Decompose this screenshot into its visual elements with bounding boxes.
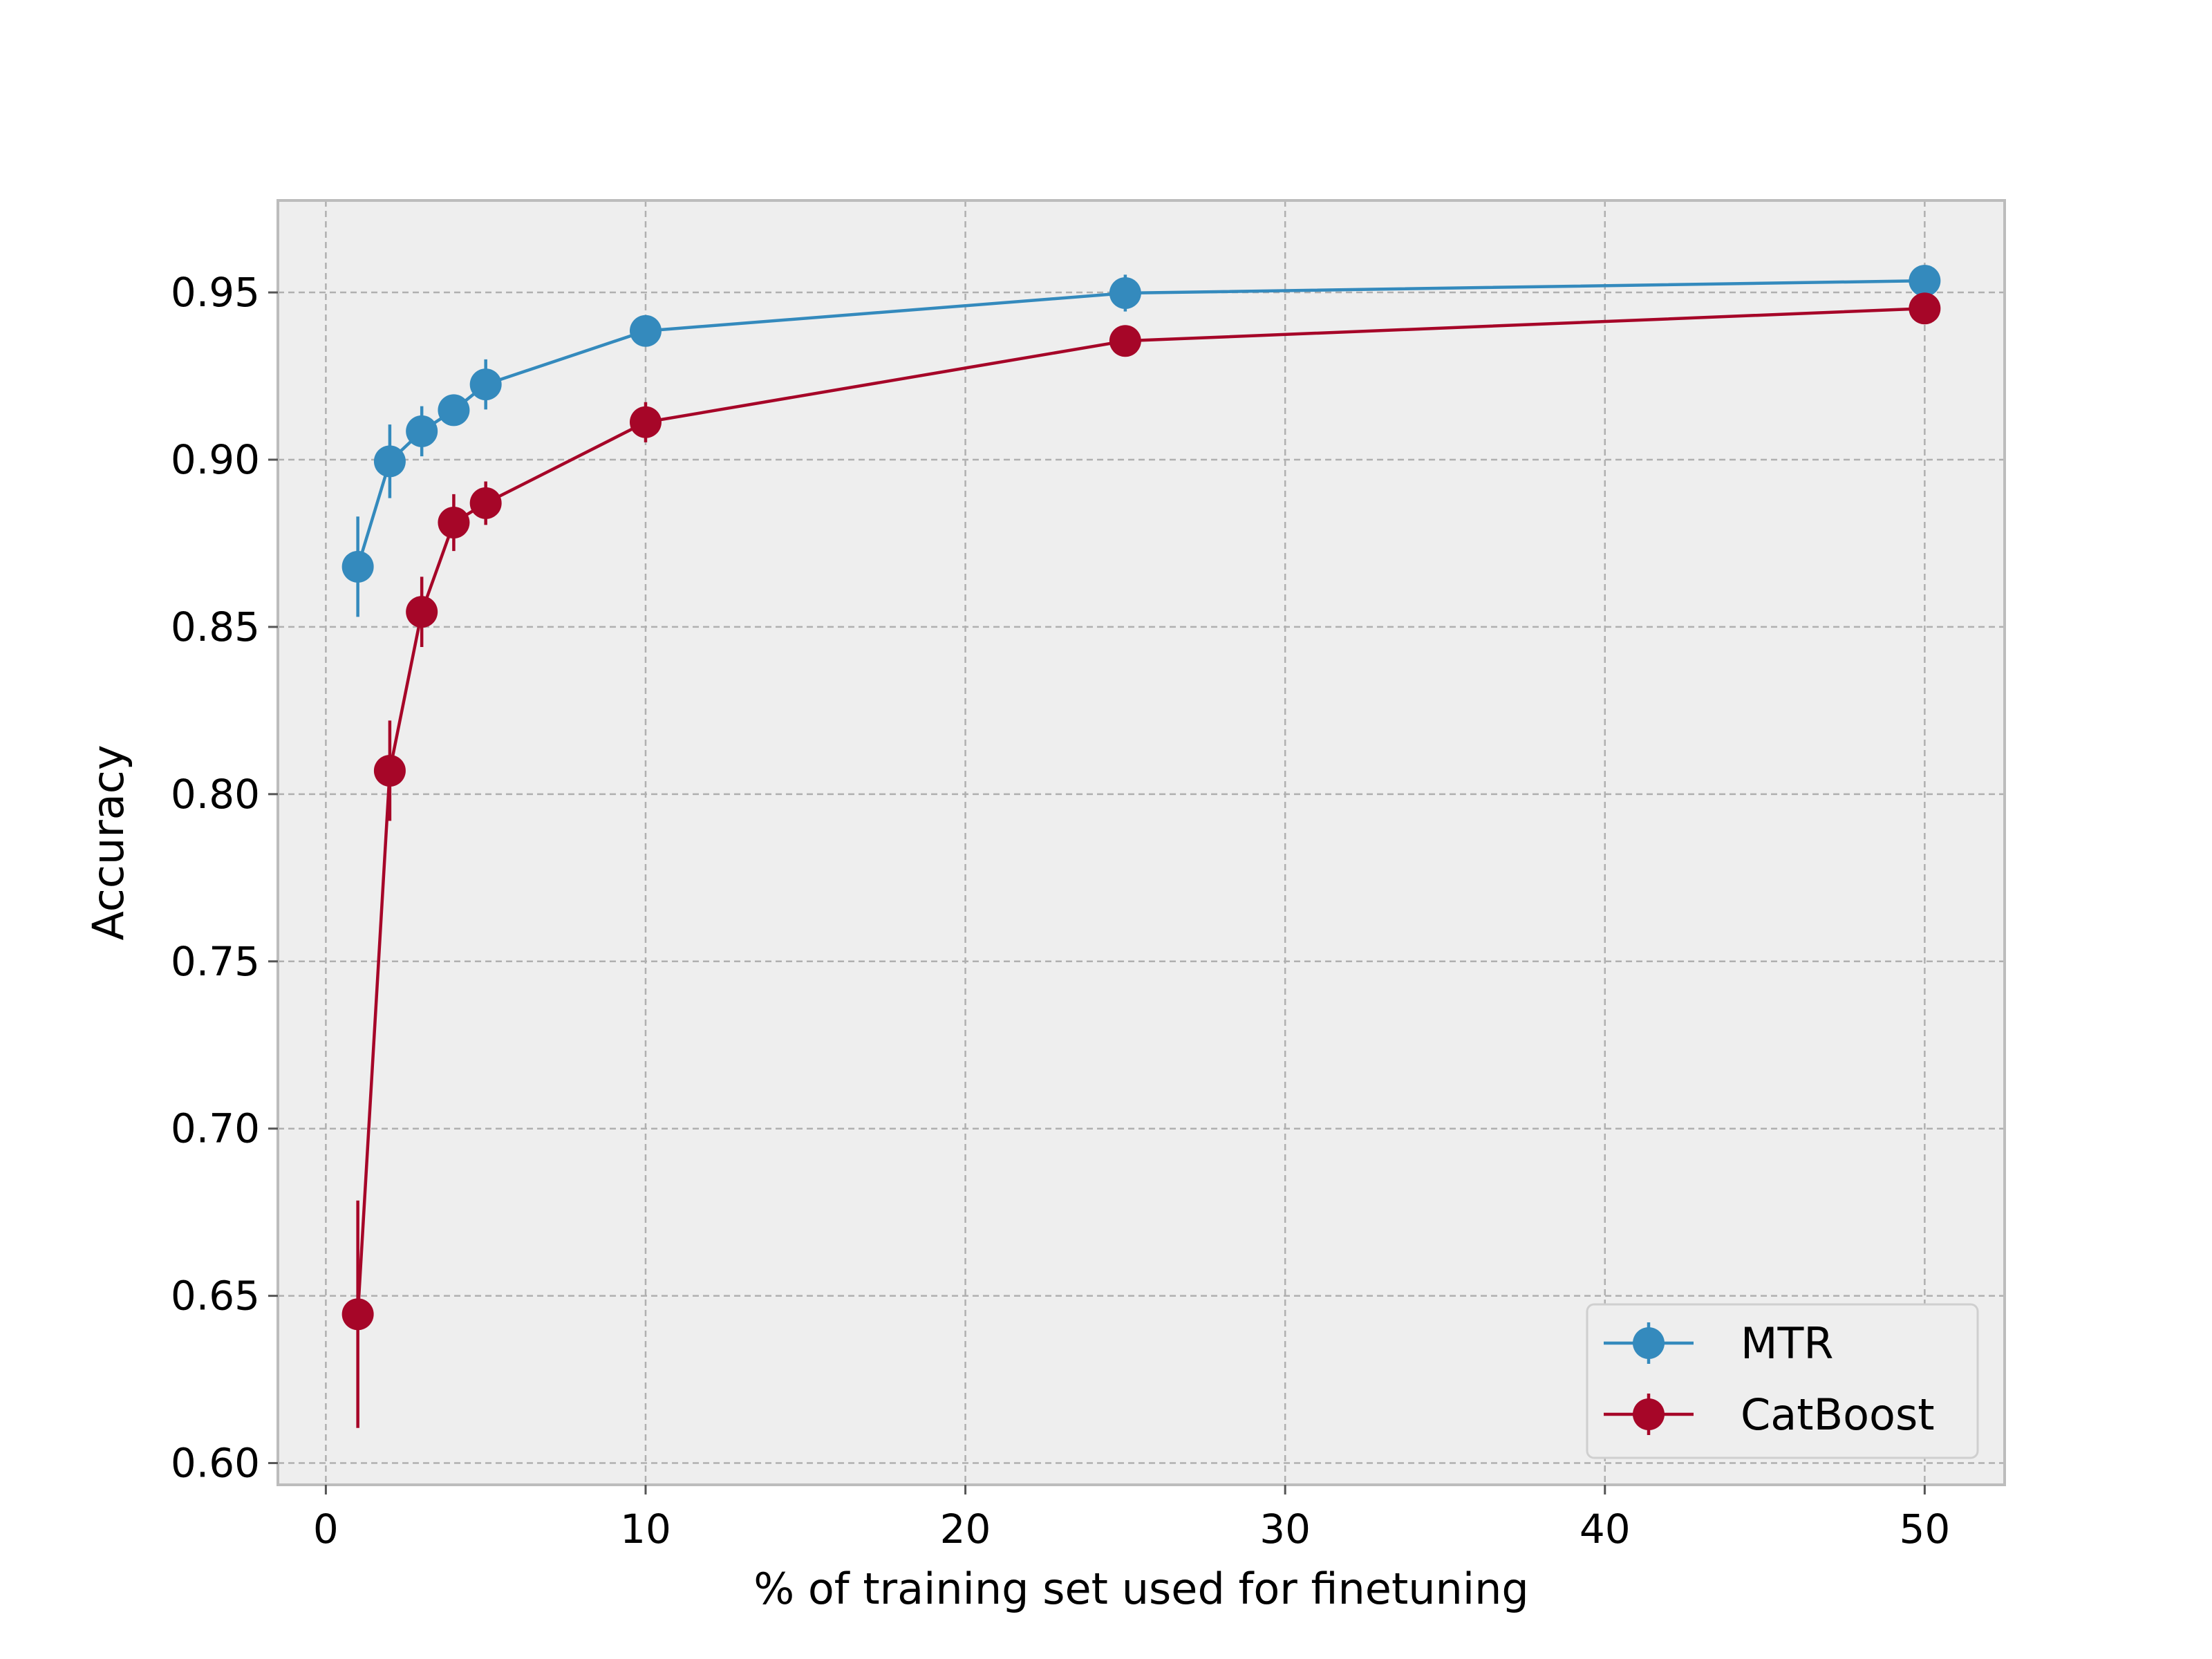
- x-tick-label: 40: [1580, 1506, 1631, 1553]
- series-layer: [341, 265, 1941, 1428]
- x-tick-label: 10: [620, 1506, 671, 1553]
- series-catboost: [341, 292, 1941, 1428]
- plot-area-background: [278, 200, 2005, 1485]
- catboost-point: [373, 754, 406, 787]
- y-tick-label: 0.65: [171, 1273, 260, 1320]
- y-tick-label: 0.95: [171, 269, 260, 316]
- catboost-point: [438, 506, 470, 538]
- mtr-point: [438, 394, 470, 427]
- series-mtr: [341, 265, 1941, 617]
- y-tick-label: 0.60: [171, 1440, 260, 1487]
- mtr-point: [469, 368, 502, 401]
- legend: MTR CatBoost: [1586, 1303, 1979, 1459]
- catboost-point: [406, 596, 438, 628]
- y-tick-label: 0.70: [171, 1105, 260, 1152]
- y-tick-label: 0.80: [171, 771, 260, 818]
- ticks: 0 10 20 30 40 50 0.60 0.65 0.70 0.75 0.80 0.85 0.90 0…: [171, 269, 1950, 1553]
- catboost-point: [629, 406, 662, 438]
- x-tick-label: 20: [940, 1506, 991, 1553]
- mtr-point: [341, 550, 374, 583]
- mtr-point: [406, 415, 438, 447]
- mtr-point: [629, 315, 662, 347]
- x-axis-label: % of training set used for finetuning: [753, 1564, 1528, 1614]
- legend-mtr-label: MTR: [1741, 1318, 1833, 1369]
- plot-area-frame: [276, 199, 2006, 1486]
- legend-catboost-label: CatBoost: [1741, 1389, 1935, 1440]
- y-tick-label: 0.75: [171, 938, 260, 985]
- catboost-line: [356, 307, 1925, 1315]
- legend-mtr-marker: [1633, 1327, 1665, 1359]
- catboost-point: [341, 1298, 374, 1331]
- x-tick-label: 0: [313, 1506, 339, 1553]
- catboost-point: [1109, 325, 1141, 357]
- legend-catboost-marker: [1633, 1398, 1665, 1430]
- x-tick-label: 30: [1259, 1506, 1311, 1553]
- mtr-point: [1909, 265, 1941, 297]
- y-axis-label: Accuracy: [83, 744, 133, 940]
- catboost-point: [1909, 292, 1941, 325]
- mtr-point: [373, 445, 406, 478]
- x-tick-label: 50: [1899, 1506, 1950, 1553]
- catboost-point: [469, 487, 502, 519]
- mtr-point: [1109, 277, 1141, 310]
- y-tick-label: 0.85: [171, 603, 260, 650]
- y-tick-label: 0.90: [171, 436, 260, 483]
